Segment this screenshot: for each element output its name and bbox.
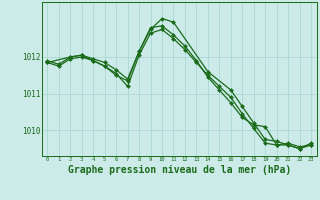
X-axis label: Graphe pression niveau de la mer (hPa): Graphe pression niveau de la mer (hPa) (68, 164, 291, 175)
